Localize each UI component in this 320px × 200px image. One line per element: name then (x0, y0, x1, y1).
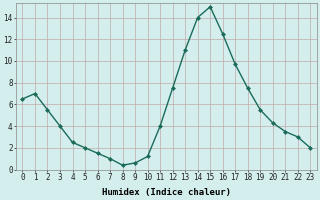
X-axis label: Humidex (Indice chaleur): Humidex (Indice chaleur) (102, 188, 231, 197)
